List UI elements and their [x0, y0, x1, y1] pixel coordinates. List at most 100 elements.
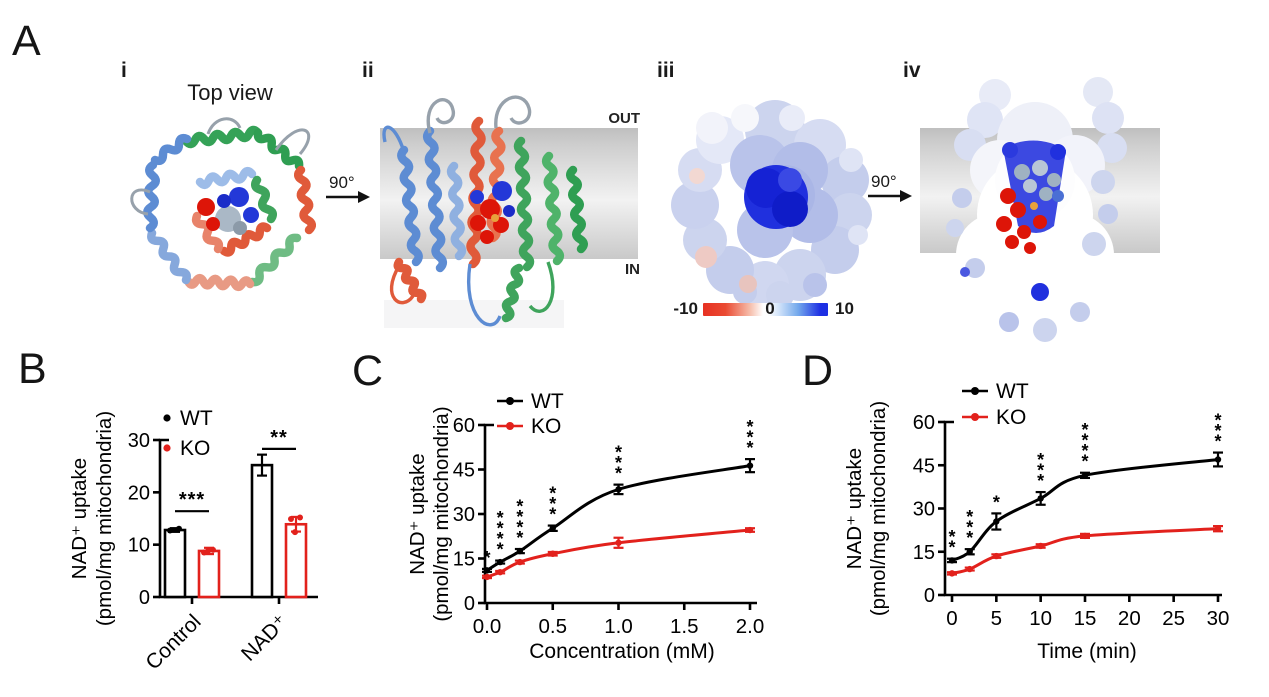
- bar: [163, 528, 187, 599]
- data-point: [615, 486, 622, 493]
- significance-asterisk: *: [549, 494, 556, 514]
- data-point: [1037, 542, 1044, 550]
- nad-ligand-spheres: [233, 221, 247, 235]
- data-point: [516, 558, 524, 566]
- colorbar-max-label: 10: [835, 299, 854, 318]
- subpanel-ii-label: ii: [362, 59, 374, 82]
- y-tick-label: 20: [128, 482, 150, 504]
- y-tick-label: 45: [913, 455, 935, 477]
- nad-ligand-spheres: [470, 190, 484, 204]
- data-point: [292, 529, 298, 536]
- data-point: [966, 565, 973, 573]
- panel-a-label: A: [12, 17, 41, 65]
- significance-asterisk: *: [615, 453, 622, 473]
- bar: [197, 549, 221, 599]
- data-point: [167, 527, 173, 534]
- colorbar-mid-label: 0: [765, 299, 775, 318]
- significance-asterisk: *: [1081, 452, 1088, 472]
- rotation-label-2: 90°: [871, 172, 897, 191]
- significance-asterisk: *: [993, 492, 1000, 512]
- nad-ligand-spheres: [1000, 188, 1016, 204]
- subpanel-iv-label: iv: [903, 59, 921, 82]
- x-tick-label: 1.0: [604, 615, 633, 638]
- rotation-label-1: 90°: [329, 173, 355, 192]
- data-point: [483, 567, 491, 574]
- y-axis-label: NAD⁺ uptake: [68, 458, 91, 579]
- nad-ligand-spheres: [470, 215, 486, 231]
- significance-asterisk: *: [966, 528, 973, 548]
- nad-ligand-spheres: [1030, 202, 1038, 210]
- significance-asterisk: *: [1037, 471, 1044, 491]
- surface-structure-cutaway-view: [946, 77, 1127, 342]
- data-point: [948, 570, 956, 577]
- legend-label: KO: [996, 406, 1026, 429]
- line-chart-concentration: 0 15 30 45 60 NAD⁺ uptake (pmol/mg mitochondri…: [406, 390, 765, 663]
- nad-ligand-spheres: [1039, 187, 1053, 201]
- data-point: [496, 568, 504, 576]
- y-tick-label: 15: [453, 549, 475, 571]
- nad-ligand-spheres: [243, 207, 259, 223]
- panel-c-label: C: [352, 347, 384, 395]
- bar: [250, 463, 274, 599]
- data-point: [176, 525, 182, 532]
- significance-asterisk: *: [497, 508, 504, 528]
- y-tick-label: 30: [913, 499, 935, 521]
- significance-asterisk: *: [497, 540, 504, 560]
- y-tick-label: 60: [453, 415, 475, 437]
- bar: [284, 522, 308, 599]
- significance-asterisk: *: [1037, 450, 1044, 470]
- top-view-title: Top view: [187, 80, 273, 105]
- panel-b-label: B: [18, 345, 47, 393]
- data-point: [205, 547, 211, 554]
- ribbon-structure-side-view: [382, 95, 588, 327]
- legend-label: WT: [996, 380, 1029, 403]
- x-tick-label: 10: [1029, 607, 1052, 630]
- nad-ligand-spheres: [1014, 164, 1030, 180]
- y-tick-label: 45: [453, 460, 475, 482]
- data-point: [1037, 495, 1044, 502]
- subpanel-i-label: i: [121, 59, 127, 82]
- panel-d-label: D: [802, 347, 834, 395]
- legend-label: KO: [531, 415, 561, 438]
- surface-structure-top-view: [671, 100, 872, 309]
- significance-asterisk: *: [483, 548, 490, 568]
- significance-asterisk: *: [746, 438, 753, 458]
- x-tick-label: 5: [991, 607, 1002, 630]
- data-point: [993, 518, 1000, 525]
- data-point: [615, 539, 622, 546]
- x-tick-label: 2.0: [736, 615, 765, 638]
- data-point: [496, 558, 504, 566]
- membrane-in-label: IN: [625, 261, 640, 278]
- x-category-label: NAD⁺: [237, 610, 292, 665]
- x-tick-label: 20: [1118, 607, 1141, 630]
- nad-ligand-spheres: [197, 198, 215, 216]
- y-tick-label: 0: [139, 587, 150, 609]
- electrostatic-colorbar: [703, 303, 828, 316]
- significance-asterisk: *: [1037, 461, 1044, 481]
- significance-asterisk: *: [948, 538, 955, 558]
- axes: [158, 438, 318, 599]
- significance-asterisk: *: [746, 428, 753, 448]
- panel-a-illustrations: [130, 77, 1160, 342]
- significance-asterisk: *: [1214, 411, 1221, 431]
- ribbon-structure-top-view: [130, 117, 317, 292]
- nad-ligand-spheres: [491, 214, 499, 222]
- legend-marker: [163, 414, 171, 422]
- y-tick-label: 30: [128, 430, 150, 452]
- line-chart-time: 0 15 30 45 60 NAD⁺ uptake (pmol/mg mitochondri…: [843, 380, 1229, 663]
- data-point: [297, 514, 303, 521]
- legend-label: KO: [180, 437, 210, 460]
- significance-label: **: [270, 427, 288, 449]
- x-tick-label: 25: [1162, 607, 1185, 630]
- significance-asterisk: *: [966, 507, 973, 527]
- significance-asterisk: *: [549, 484, 556, 504]
- y-axis-label: NAD⁺ uptake: [406, 453, 429, 574]
- x-tick-label: 0.0: [473, 615, 502, 638]
- nad-ligand-spheres: [217, 194, 231, 208]
- data-point: [966, 548, 973, 555]
- nad-ligand-spheres: [206, 217, 220, 231]
- x-tick-label: 0: [946, 607, 957, 630]
- significance-label: ***: [179, 489, 205, 511]
- nad-ligand-spheres: [996, 216, 1012, 232]
- significance-asterisk: *: [1081, 431, 1088, 451]
